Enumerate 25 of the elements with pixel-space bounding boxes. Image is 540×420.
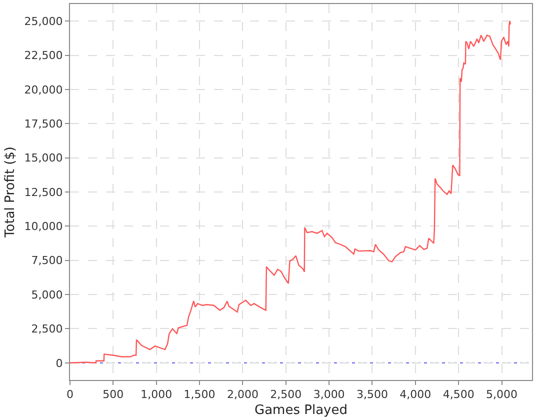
x-tick-label: 3,000: [313, 388, 345, 402]
y-tick-label: 25,000: [24, 14, 63, 28]
x-tick-label: 2,000: [226, 388, 258, 402]
x-tick-label: 500: [102, 388, 124, 402]
y-tick-label: 5,000: [31, 288, 63, 302]
x-tick-label: 4,000: [400, 388, 432, 402]
x-axis-title: Games Played: [254, 402, 348, 418]
x-tick-label: 2,500: [270, 388, 302, 402]
x-tick-label: 1,000: [140, 388, 172, 402]
x-tick-label: 3,500: [356, 388, 388, 402]
y-tick-label: 10,000: [24, 220, 63, 234]
x-tick-label: 0: [66, 388, 74, 402]
y-tick-label: 0: [56, 356, 63, 370]
y-tick-label: 7,500: [31, 254, 63, 268]
y-tick-label: 22,500: [24, 49, 63, 62]
y-tick-label: 2,500: [31, 322, 63, 336]
x-tick-label: 5,000: [486, 388, 518, 402]
y-axis-title: Total Profit ($): [3, 146, 18, 238]
x-tick-label: 4,500: [442, 388, 474, 402]
x-tick-label: 1,500: [184, 388, 216, 402]
line-series: [70, 20, 512, 364]
y-tick-label: 20,000: [24, 83, 63, 96]
y-tick-label: 12,500: [24, 186, 63, 199]
y-tick-label: 17,500: [24, 117, 63, 130]
y-tick-label: 15,000: [24, 152, 63, 165]
